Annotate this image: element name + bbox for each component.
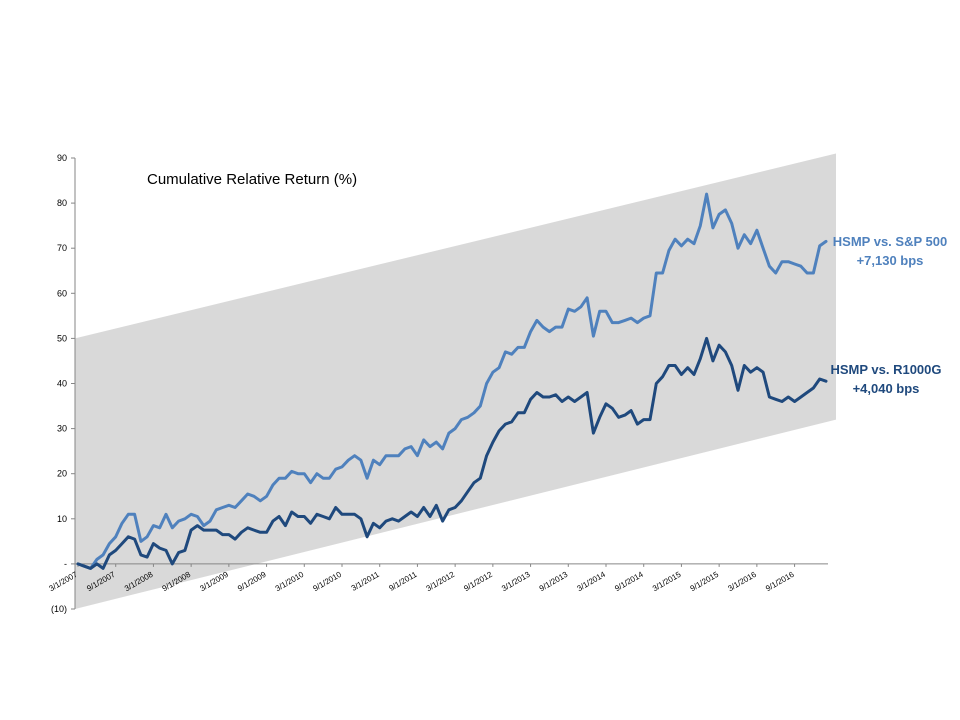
chart-title: Cumulative Relative Return (%) xyxy=(147,171,357,188)
y-tick-label: 20 xyxy=(57,469,67,479)
y-tick-label: 10 xyxy=(57,514,67,524)
series-label-2-line-1: HSMP vs. R1000G xyxy=(830,362,941,377)
y-tick-label: (10) xyxy=(51,604,67,614)
x-tick-label: 3/1/2015 xyxy=(651,570,683,594)
series-layer xyxy=(76,192,828,570)
x-tick-label: 9/1/2014 xyxy=(613,570,645,594)
x-tick-label: 3/1/2012 xyxy=(425,570,457,594)
series-labels-layer: HSMP vs. S&P 500 +7,130 bps HSMP vs. R1000… xyxy=(830,234,947,396)
series-label-2-line-2: +4,040 bps xyxy=(853,381,920,396)
channel-band-layer xyxy=(75,153,836,610)
x-tick-label: 3/1/2016 xyxy=(726,570,758,594)
x-tick-label: 3/1/2010 xyxy=(274,570,306,594)
y-tick-label: 30 xyxy=(57,424,67,434)
series-label-1-line-2: +7,130 bps xyxy=(857,253,924,268)
series-label-1-line-1: HSMP vs. S&P 500 xyxy=(833,234,947,249)
y-tick-label: 90 xyxy=(57,153,67,163)
x-tick-label: 3/1/2013 xyxy=(500,570,532,594)
y-tick-label: - xyxy=(64,559,67,569)
x-tick-label: 9/1/2010 xyxy=(312,570,344,594)
x-tick-label: 3/1/2014 xyxy=(576,570,608,594)
y-tick-label: 80 xyxy=(57,198,67,208)
y-tick-label: 40 xyxy=(57,379,67,389)
y-tick-label: 60 xyxy=(57,288,67,298)
x-tick-label: 3/1/2011 xyxy=(350,570,381,593)
channel-band xyxy=(75,153,836,610)
y-tick-label: 70 xyxy=(57,243,67,253)
x-tick-label: 9/1/2011 xyxy=(387,570,418,593)
x-tick-label: 9/1/2013 xyxy=(538,570,570,594)
x-tick-label: 9/1/2016 xyxy=(764,570,796,594)
x-tick-label: 9/1/2012 xyxy=(462,570,494,594)
series-line-2 xyxy=(76,336,828,570)
y-tick-label: 50 xyxy=(57,333,67,343)
x-tick-label: 9/1/2015 xyxy=(689,570,721,594)
x-tick-label: 9/1/2009 xyxy=(236,570,268,594)
series-line-1 xyxy=(76,192,828,570)
